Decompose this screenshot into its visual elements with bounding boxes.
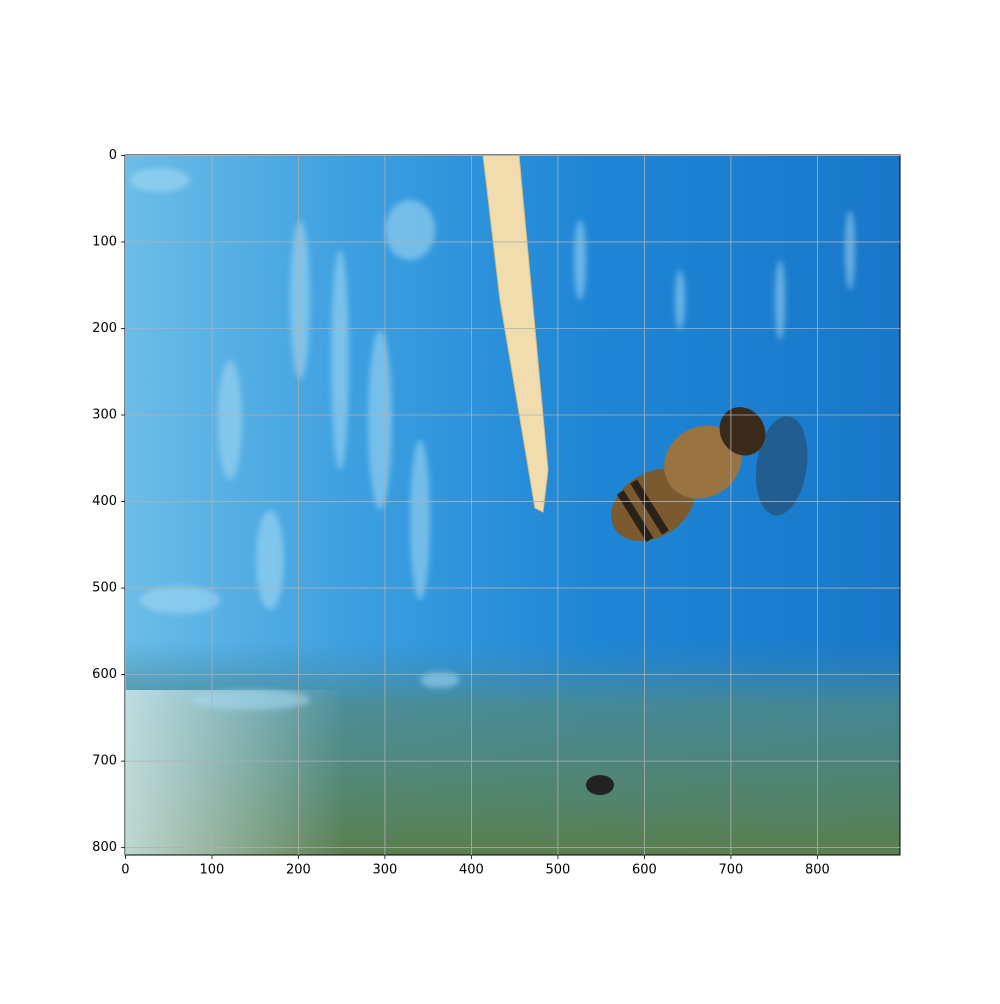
axes-frame bbox=[124, 154, 901, 856]
x-tick-label: 200 bbox=[286, 863, 311, 878]
y-tick-label: 400 bbox=[92, 494, 117, 509]
y-tick-label: 0 bbox=[109, 148, 117, 163]
x-tick-label: 400 bbox=[459, 863, 484, 878]
y-tick-label: 500 bbox=[92, 581, 117, 596]
y-tick-label: 200 bbox=[92, 321, 117, 336]
axes: 0 100 200 300 400 500 600 700 800 0 100 200 300 400 50… bbox=[92, 148, 900, 878]
photo bbox=[125, 155, 900, 855]
y-tick-label: 700 bbox=[92, 754, 117, 769]
y-tick-label: 600 bbox=[92, 667, 117, 682]
x-tick-label: 100 bbox=[200, 863, 225, 878]
y-tick-label: 800 bbox=[92, 840, 117, 855]
x-tick-label: 0 bbox=[121, 863, 129, 878]
y-tick-label: 100 bbox=[92, 234, 117, 249]
x-tick-label: 300 bbox=[373, 863, 398, 878]
x-tick-label: 700 bbox=[718, 863, 743, 878]
y-tick-label: 300 bbox=[92, 408, 117, 423]
x-tick-label: 500 bbox=[545, 863, 570, 878]
x-tick-label: 600 bbox=[632, 863, 657, 878]
x-tick-label: 800 bbox=[805, 863, 830, 878]
